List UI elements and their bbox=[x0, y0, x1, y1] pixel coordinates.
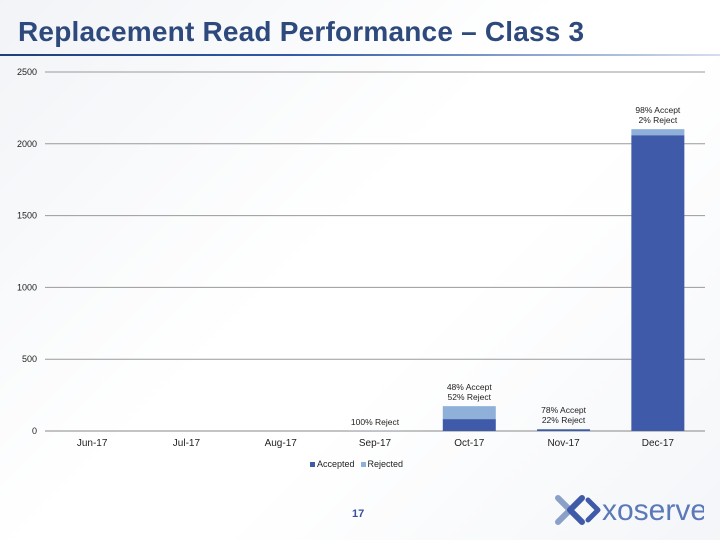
x-tick-label: Nov-17 bbox=[547, 438, 580, 449]
page-title: Replacement Read Performance – Class 3 bbox=[18, 16, 585, 47]
bar-segment-rejected bbox=[442, 406, 496, 420]
logo-wordmark: xoserve bbox=[602, 494, 704, 527]
chart-legend: Accepted Rejected bbox=[310, 459, 403, 469]
x-tick-label: Aug-17 bbox=[265, 438, 298, 449]
legend-swatch-accepted bbox=[310, 461, 315, 467]
x-tick-label: Jul-17 bbox=[173, 438, 201, 449]
y-tick-label: 0 bbox=[32, 426, 37, 436]
data-annotation: 52% Reject bbox=[448, 392, 492, 402]
data-annotation: 22% Reject bbox=[542, 415, 586, 425]
x-tick-label: Oct-17 bbox=[454, 438, 484, 449]
bar-segment-accepted bbox=[537, 429, 591, 431]
y-tick-label: 1000 bbox=[17, 282, 37, 292]
legend-swatch-rejected bbox=[360, 461, 366, 467]
logo-mark-icon bbox=[555, 495, 601, 525]
legend-item-rejected: Rejected bbox=[360, 459, 404, 469]
data-annotation: 100% Reject bbox=[351, 417, 400, 427]
data-annotation: 48% Accept bbox=[447, 382, 493, 392]
bar-segment-rejected bbox=[631, 129, 685, 136]
legend-item-accepted: Accepted bbox=[310, 459, 355, 469]
y-tick-label: 500 bbox=[22, 354, 37, 364]
data-annotation: 78% Accept bbox=[541, 405, 587, 415]
title-divider bbox=[0, 54, 720, 56]
y-tick-label: 2500 bbox=[17, 67, 37, 77]
data-annotation: 2% Reject bbox=[638, 115, 677, 125]
page-number: 17 bbox=[352, 508, 365, 520]
y-tick-label: 2000 bbox=[17, 139, 37, 149]
xoserve-logo: xoserve bbox=[555, 494, 704, 527]
legend-label-rejected: Rejected bbox=[367, 459, 404, 469]
legend-label-accepted: Accepted bbox=[317, 459, 355, 469]
x-tick-label: Sep-17 bbox=[359, 438, 392, 449]
x-tick-label: Dec-17 bbox=[642, 438, 675, 449]
bar-segment-accepted bbox=[442, 419, 496, 431]
bar-segment-accepted bbox=[631, 135, 685, 431]
x-tick-label: Jun-17 bbox=[77, 438, 108, 449]
data-annotation: 98% Accept bbox=[635, 105, 681, 115]
y-tick-label: 1500 bbox=[17, 211, 37, 221]
